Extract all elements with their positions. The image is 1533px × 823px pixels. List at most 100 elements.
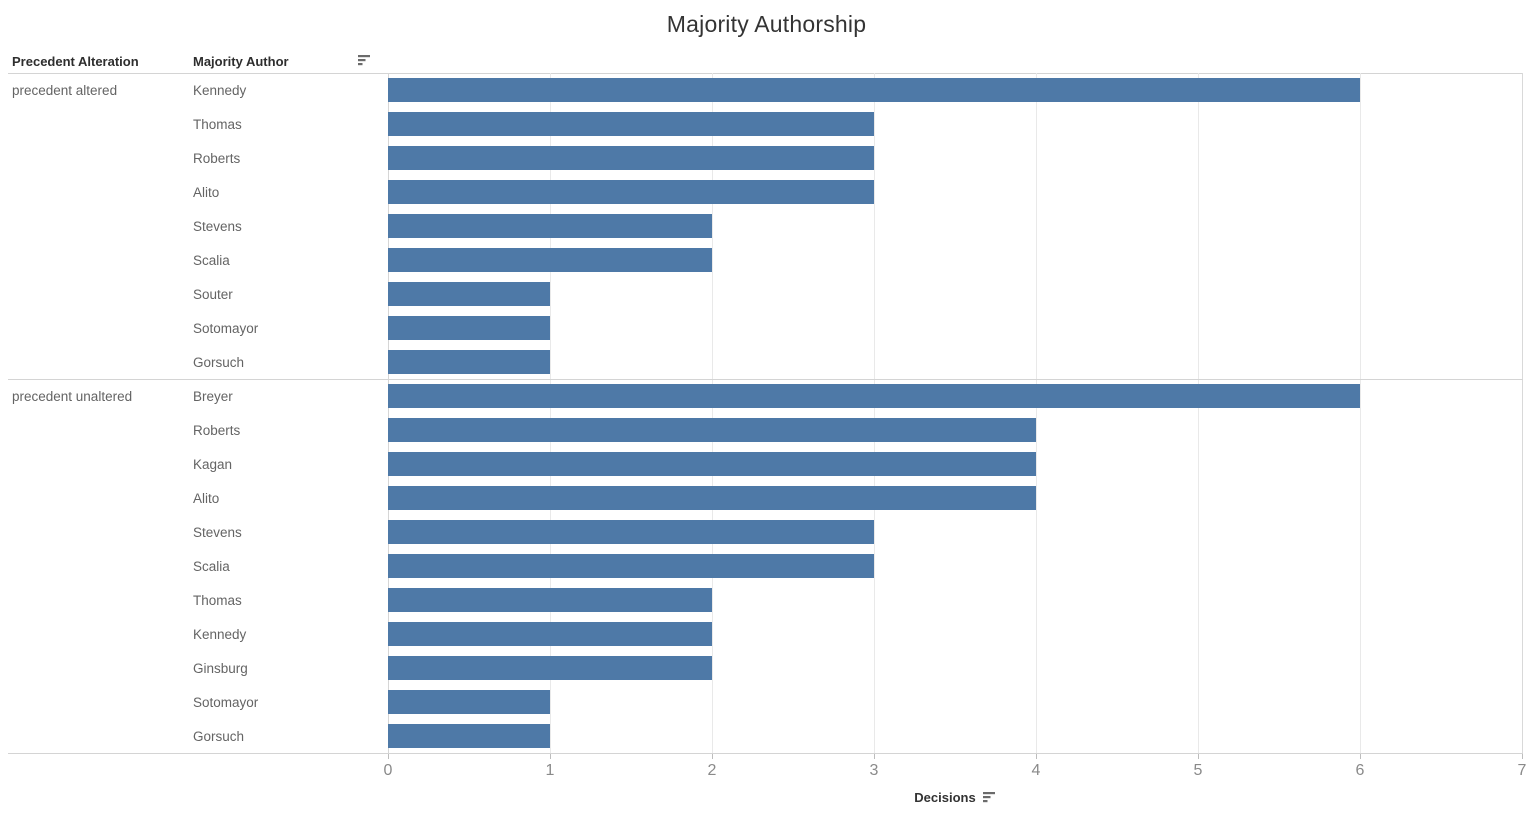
axis-tick-mark <box>1522 754 1523 759</box>
chart-row: Souter <box>0 277 1533 311</box>
author-label[interactable]: Kennedy <box>193 82 247 98</box>
author-label[interactable]: Scalia <box>193 558 230 574</box>
author-label[interactable]: Breyer <box>193 388 233 404</box>
bar[interactable] <box>388 656 712 680</box>
bar[interactable] <box>388 520 874 544</box>
sort-descending-icon[interactable] <box>358 55 371 66</box>
sort-descending-icon[interactable] <box>982 792 996 803</box>
author-label[interactable]: Gorsuch <box>193 354 245 370</box>
bar[interactable] <box>388 146 874 170</box>
author-label[interactable]: Alito <box>193 490 220 506</box>
chart-row: Scalia <box>0 243 1533 277</box>
chart-row: Kagan <box>0 447 1533 481</box>
bar-track <box>388 282 1522 306</box>
author-label[interactable]: Scalia <box>193 252 230 268</box>
bar-track <box>388 316 1522 340</box>
bar[interactable] <box>388 248 712 272</box>
bar[interactable] <box>388 622 712 646</box>
bar-track <box>388 622 1522 646</box>
chart-row: Alito <box>0 481 1533 515</box>
chart-row: Roberts <box>0 413 1533 447</box>
chart-row: precedent unaltered Breyer <box>0 379 1533 413</box>
bar-track <box>388 418 1522 442</box>
bar-track <box>388 724 1522 748</box>
author-label[interactable]: Thomas <box>193 592 242 608</box>
bar[interactable] <box>388 486 1036 510</box>
gridline <box>1360 73 1361 753</box>
bar[interactable] <box>388 588 712 612</box>
axis-tick-label: 0 <box>383 762 393 779</box>
chart-row: precedent altered Kennedy <box>0 73 1533 107</box>
gridline <box>388 73 389 753</box>
column-header-precedent-alteration[interactable]: Precedent Alteration <box>12 54 139 69</box>
bar-track <box>388 180 1522 204</box>
chart-row: Scalia <box>0 549 1533 583</box>
axis-tick-mark <box>550 754 551 759</box>
author-label[interactable]: Kennedy <box>193 626 247 642</box>
chart-row: Ginsburg <box>0 651 1533 685</box>
group-label[interactable]: precedent altered <box>12 82 118 98</box>
axis-tick-mark <box>388 754 389 759</box>
chart-row: Stevens <box>0 515 1533 549</box>
author-label[interactable]: Roberts <box>193 150 241 166</box>
bar[interactable] <box>388 282 550 306</box>
bar-track <box>388 248 1522 272</box>
bar[interactable] <box>388 112 874 136</box>
author-label[interactable]: Alito <box>193 184 220 200</box>
axis-tick-label: 4 <box>1031 762 1041 779</box>
author-label[interactable]: Kagan <box>193 456 233 472</box>
header-divider-line <box>8 73 1523 74</box>
bar-track <box>388 384 1522 408</box>
author-label[interactable]: Roberts <box>193 422 241 438</box>
x-axis-title-label[interactable]: Decisions <box>914 790 976 805</box>
bar[interactable] <box>388 78 1360 102</box>
author-label[interactable]: Thomas <box>193 116 242 132</box>
author-label[interactable]: Stevens <box>193 218 242 234</box>
axis-tick-label: 6 <box>1355 762 1365 779</box>
chart-row: Sotomayor <box>0 685 1533 719</box>
bar[interactable] <box>388 180 874 204</box>
bar[interactable] <box>388 554 874 578</box>
chart-row: Gorsuch <box>0 345 1533 379</box>
bar-track <box>388 78 1522 102</box>
bar[interactable] <box>388 316 550 340</box>
bar-track <box>388 656 1522 680</box>
bar-track <box>388 554 1522 578</box>
author-label[interactable]: Gorsuch <box>193 728 245 744</box>
chart-row: Sotomayor <box>0 311 1533 345</box>
axis-tick-mark <box>1036 754 1037 759</box>
bar-track <box>388 690 1522 714</box>
bar-track <box>388 452 1522 476</box>
bar[interactable] <box>388 452 1036 476</box>
axis-tick-label: 7 <box>1517 762 1527 779</box>
bar-track <box>388 214 1522 238</box>
bar[interactable] <box>388 384 1360 408</box>
bar-track <box>388 112 1522 136</box>
author-label[interactable]: Sotomayor <box>193 320 259 336</box>
chart-row: Kennedy <box>0 617 1533 651</box>
pane-right-border <box>1522 73 1523 753</box>
rows-container: precedent altered Kennedy Thomas Roberts Ali… <box>0 73 1533 753</box>
bar[interactable] <box>388 418 1036 442</box>
gridline <box>550 73 551 753</box>
author-label[interactable]: Ginsburg <box>193 660 248 676</box>
x-axis-line <box>8 753 1523 754</box>
chart-row: Alito <box>0 175 1533 209</box>
bar-track <box>388 588 1522 612</box>
bar[interactable] <box>388 724 550 748</box>
axis-tick-label: 3 <box>869 762 879 779</box>
author-label[interactable]: Sotomayor <box>193 694 259 710</box>
group-label[interactable]: precedent unaltered <box>12 388 133 404</box>
column-header-majority-author[interactable]: Majority Author <box>193 54 289 69</box>
bar-track <box>388 486 1522 510</box>
axis-tick-label: 5 <box>1193 762 1203 779</box>
author-label[interactable]: Stevens <box>193 524 242 540</box>
axis-tick-mark <box>874 754 875 759</box>
bar[interactable] <box>388 350 550 374</box>
gridline <box>712 73 713 753</box>
bar[interactable] <box>388 690 550 714</box>
author-label[interactable]: Souter <box>193 286 233 302</box>
bar[interactable] <box>388 214 712 238</box>
chart-row: Thomas <box>0 583 1533 617</box>
